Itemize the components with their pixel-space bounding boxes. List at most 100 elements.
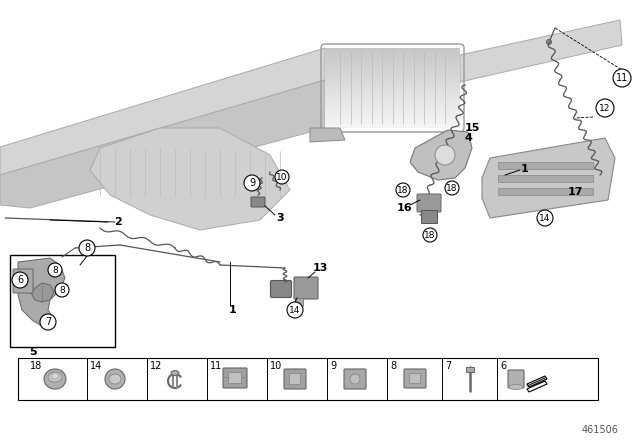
Circle shape — [445, 181, 459, 195]
FancyBboxPatch shape — [325, 101, 460, 106]
FancyBboxPatch shape — [223, 368, 247, 388]
FancyBboxPatch shape — [294, 277, 318, 299]
Ellipse shape — [509, 384, 523, 389]
Circle shape — [244, 175, 260, 191]
Text: 12: 12 — [150, 361, 163, 371]
FancyBboxPatch shape — [498, 162, 593, 169]
Polygon shape — [482, 138, 615, 218]
Text: 3: 3 — [276, 213, 284, 223]
Text: 11: 11 — [616, 73, 628, 83]
Text: 8: 8 — [52, 266, 58, 275]
Polygon shape — [410, 130, 472, 180]
Text: 11: 11 — [210, 361, 222, 371]
FancyBboxPatch shape — [325, 124, 460, 128]
FancyBboxPatch shape — [325, 92, 460, 97]
Text: 8: 8 — [390, 361, 396, 371]
Ellipse shape — [105, 369, 125, 389]
Ellipse shape — [171, 370, 179, 375]
FancyBboxPatch shape — [10, 255, 115, 347]
FancyBboxPatch shape — [18, 358, 598, 400]
Text: 18: 18 — [424, 231, 436, 240]
FancyBboxPatch shape — [498, 188, 593, 195]
Ellipse shape — [51, 373, 59, 379]
Text: 13: 13 — [312, 263, 328, 273]
Text: 1: 1 — [521, 164, 529, 174]
FancyBboxPatch shape — [325, 52, 460, 57]
Polygon shape — [0, 48, 325, 175]
FancyBboxPatch shape — [466, 367, 474, 372]
Polygon shape — [527, 376, 547, 387]
Ellipse shape — [547, 39, 552, 44]
Ellipse shape — [44, 369, 66, 389]
Circle shape — [613, 69, 631, 87]
Text: 14: 14 — [90, 361, 102, 371]
Text: 14: 14 — [289, 306, 301, 314]
FancyBboxPatch shape — [289, 374, 301, 384]
FancyBboxPatch shape — [325, 75, 460, 79]
Text: 10: 10 — [270, 361, 282, 371]
Circle shape — [596, 99, 614, 117]
Circle shape — [79, 240, 95, 256]
FancyBboxPatch shape — [295, 298, 303, 306]
Text: 18: 18 — [30, 361, 42, 371]
Text: 2: 2 — [114, 217, 122, 227]
Ellipse shape — [435, 145, 455, 165]
Text: 8: 8 — [59, 285, 65, 294]
Text: 7: 7 — [445, 361, 451, 371]
Circle shape — [287, 302, 303, 318]
FancyBboxPatch shape — [325, 84, 460, 88]
Text: 8: 8 — [84, 243, 90, 253]
Polygon shape — [460, 20, 622, 82]
Ellipse shape — [109, 374, 121, 384]
FancyBboxPatch shape — [344, 369, 366, 389]
FancyBboxPatch shape — [325, 97, 460, 101]
FancyBboxPatch shape — [325, 57, 460, 61]
FancyBboxPatch shape — [417, 194, 441, 212]
Polygon shape — [31, 283, 54, 302]
FancyBboxPatch shape — [325, 48, 460, 52]
Circle shape — [12, 272, 28, 288]
Text: 7: 7 — [45, 317, 51, 327]
Text: 5: 5 — [29, 347, 37, 357]
Text: 18: 18 — [446, 184, 458, 193]
Ellipse shape — [48, 372, 62, 382]
FancyBboxPatch shape — [228, 372, 241, 383]
FancyBboxPatch shape — [325, 88, 460, 92]
FancyBboxPatch shape — [508, 370, 524, 388]
Text: 10: 10 — [276, 172, 288, 181]
Text: 9: 9 — [330, 361, 336, 371]
Polygon shape — [527, 381, 547, 392]
FancyBboxPatch shape — [498, 175, 593, 182]
Text: 6: 6 — [17, 275, 23, 285]
FancyBboxPatch shape — [422, 211, 438, 224]
Text: 17: 17 — [567, 187, 583, 197]
FancyBboxPatch shape — [13, 269, 33, 293]
Circle shape — [537, 210, 553, 226]
Text: 18: 18 — [397, 185, 409, 194]
Circle shape — [55, 283, 69, 297]
Polygon shape — [0, 80, 325, 208]
FancyBboxPatch shape — [325, 79, 460, 84]
Polygon shape — [90, 128, 290, 230]
FancyBboxPatch shape — [404, 369, 426, 388]
FancyBboxPatch shape — [325, 119, 460, 124]
FancyBboxPatch shape — [325, 106, 460, 110]
Polygon shape — [18, 258, 65, 328]
FancyBboxPatch shape — [325, 115, 460, 119]
FancyBboxPatch shape — [284, 369, 306, 389]
Polygon shape — [310, 128, 345, 142]
FancyBboxPatch shape — [410, 374, 420, 383]
Text: 12: 12 — [599, 103, 611, 112]
Text: 6: 6 — [500, 361, 506, 371]
FancyBboxPatch shape — [325, 66, 460, 70]
FancyBboxPatch shape — [271, 280, 291, 297]
FancyBboxPatch shape — [325, 110, 460, 115]
Text: 16: 16 — [397, 203, 413, 213]
Circle shape — [275, 170, 289, 184]
FancyBboxPatch shape — [325, 70, 460, 75]
Text: 14: 14 — [540, 214, 550, 223]
Text: 1: 1 — [229, 305, 237, 315]
Text: 461506: 461506 — [581, 425, 618, 435]
Text: 9: 9 — [249, 178, 255, 188]
Text: 4: 4 — [464, 133, 472, 143]
